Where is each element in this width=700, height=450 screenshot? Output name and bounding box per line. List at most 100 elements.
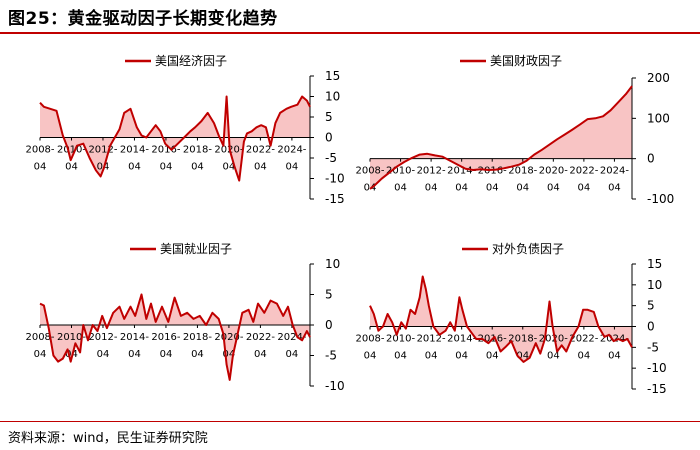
x-tick-label-month: 04 (455, 351, 468, 362)
y-tick-label: 10 (325, 257, 340, 271)
x-tick-label-month: 04 (547, 183, 560, 194)
x-tick-label-year: 2012- (417, 166, 446, 177)
series-area-fill (40, 96, 310, 181)
chart-4: 2008-042010-042012-042014-042016-042018-… (355, 242, 666, 396)
x-tick-label-year: 2024- (600, 334, 629, 345)
x-tick-label-month: 04 (486, 351, 499, 362)
y-tick-label: -5 (647, 340, 659, 354)
y-tick-label: -5 (325, 349, 337, 363)
x-tick-label-month: 04 (425, 183, 438, 194)
y-tick-label: 15 (325, 69, 340, 83)
x-tick-label-month: 04 (34, 349, 47, 360)
x-tick-label-month: 04 (160, 349, 173, 360)
x-tick-label-month: 04 (394, 351, 407, 362)
legend-label: 美国就业因子 (160, 242, 232, 256)
x-tick-label-month: 04 (394, 183, 407, 194)
x-tick-label-year: 2012- (417, 334, 446, 345)
x-tick-label-month: 04 (578, 351, 591, 362)
y-tick-label: -10 (325, 379, 345, 393)
x-tick-label-year: 2016- (151, 332, 180, 343)
x-tick-label-month: 04 (128, 349, 141, 360)
x-tick-label-year: 2014- (447, 166, 476, 177)
legend-label: 美国经济因子 (155, 53, 227, 68)
x-tick-label-year: 2020- (539, 166, 568, 177)
x-tick-label-year: 2016- (478, 166, 507, 177)
x-tick-label-month: 04 (516, 183, 529, 194)
y-tick-label: -10 (325, 172, 345, 186)
legend-label: 对外负债因子 (492, 242, 564, 256)
x-tick-label-year: 2024- (277, 332, 306, 343)
y-tick-label: 10 (325, 90, 340, 104)
y-tick-label: -15 (325, 192, 345, 206)
y-tick-label: 15 (647, 257, 662, 271)
y-tick-label: 200 (647, 71, 670, 85)
x-tick-label-month: 04 (34, 162, 47, 173)
footer-divider (0, 421, 700, 422)
x-tick-label-year: 2014- (120, 332, 149, 343)
x-tick-label-month: 04 (425, 351, 438, 362)
x-tick-label-month: 04 (254, 162, 267, 173)
source-note: 资料来源：wind，民生证券研究院 (8, 431, 208, 446)
chart-1: 2008- 04 2010- 04 2012- 04 2014- 04 2016- 04 2018-… (25, 53, 344, 206)
x-tick-label-year: 2020- (214, 332, 243, 343)
series-area-fill (370, 276, 632, 362)
x-tick-label-month: 04 (516, 351, 529, 362)
x-tick-label-month: 04 (547, 351, 560, 362)
x-tick-label-year: 2010- (386, 166, 415, 177)
y-tick-label: 0 (325, 131, 333, 145)
x-tick-label-year: 2018- (183, 145, 212, 156)
x-tick-label-month: 04 (286, 349, 299, 360)
y-tick-label: 0 (647, 152, 655, 166)
y-tick-label: 0 (647, 320, 655, 334)
title-divider (0, 32, 700, 34)
x-tick-label-year: 2022- (246, 145, 275, 156)
y-tick-label: -15 (647, 382, 667, 396)
x-tick-label-year: 2010- (57, 145, 86, 156)
y-tick-label: 0 (325, 318, 333, 332)
x-tick-label-month: 04 (486, 183, 499, 194)
x-tick-label-year: 2022- (569, 166, 598, 177)
x-tick-label-month: 04 (254, 349, 267, 360)
x-tick-label-year: 2016- (151, 145, 180, 156)
x-tick-label-month: 04 (191, 162, 204, 173)
x-tick-label-month: 04 (608, 351, 621, 362)
x-tick-label-year: 2008- (355, 334, 384, 345)
x-tick-label-year: 2018- (508, 334, 537, 345)
chart-3: 2008- 04 2010- 04 2012- 04 2014- 04 2016- 04 2018-… (25, 242, 344, 393)
figure-title: 图25：黄金驱动因子长期变化趋势 (8, 9, 278, 29)
x-tick-label-year: 2018- (183, 332, 212, 343)
x-tick-label-month: 04 (160, 162, 173, 173)
x-tick-label-year: 2014- (447, 334, 476, 345)
series-line (369, 85, 633, 190)
x-tick-label-month: 04 (608, 183, 621, 194)
x-tick-label-year: 2020- (539, 334, 568, 345)
x-tick-label-year: 2024- (277, 145, 306, 156)
x-tick-label-month: 04 (455, 183, 468, 194)
legend-label: 美国财政因子 (490, 54, 562, 68)
series-line (39, 95, 311, 182)
x-tick-label-month: 04 (223, 349, 236, 360)
x-tick-label-year: 2012- (88, 332, 117, 343)
y-tick-label: -5 (325, 151, 337, 165)
x-tick-label-month: 04 (65, 349, 78, 360)
y-tick-label: 5 (325, 288, 333, 302)
series-line (39, 293, 311, 381)
y-tick-label: 5 (647, 299, 655, 313)
y-tick-label: 5 (325, 110, 333, 124)
x-tick-label-month: 04 (191, 349, 204, 360)
x-tick-label-year: 2022- (569, 334, 598, 345)
x-tick-label-month: 04 (223, 162, 236, 173)
x-tick-label-month: 04 (97, 162, 110, 173)
x-tick-label-year: 2014- (120, 145, 149, 156)
x-tick-label-year: 2008- (25, 332, 54, 343)
x-tick-label-month: 04 (286, 162, 299, 173)
chart-2: 2008- 04 2010- 04 2012- 04 2014- 04 2016- 04 2018-… (355, 54, 674, 206)
x-tick-label-year: 2022- (246, 332, 275, 343)
x-tick-label-month: 04 (128, 162, 141, 173)
x-tick-label-year: 2008- (355, 166, 384, 177)
x-tick-label-month: 04 (364, 351, 377, 362)
x-tick-label-year: 2018- (508, 166, 537, 177)
x-tick-label-month: 04 (97, 349, 110, 360)
x-tick-label-month: 04 (578, 183, 591, 194)
